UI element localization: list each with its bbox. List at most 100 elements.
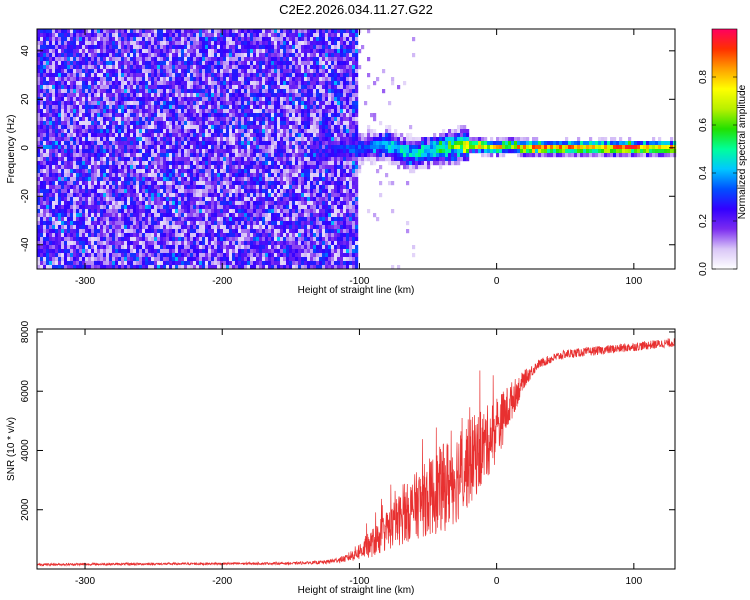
spectrogram-cell [181, 165, 185, 170]
spectrogram-cell [112, 225, 116, 230]
spectrogram-cell [136, 261, 140, 266]
spectrogram-cell [82, 249, 86, 254]
spectrogram-cell [112, 57, 116, 62]
spectrogram-cell [124, 241, 128, 246]
spectrogram-cell [166, 189, 170, 194]
spectrogram-cell [238, 145, 242, 150]
spectrogram-cell [268, 41, 272, 46]
spectrogram-cell [208, 121, 212, 126]
spectrogram-cell [97, 29, 101, 34]
spectrogram-cell [220, 193, 224, 198]
spectrogram-cell [55, 185, 59, 190]
spectrogram-cell [196, 33, 200, 38]
spectrogram-cell [178, 29, 182, 34]
spectrogram-cell [259, 81, 263, 86]
spectrogram-cell [67, 265, 71, 270]
spectrogram-cell [79, 193, 83, 198]
spectrogram-cell [223, 173, 227, 178]
spectrogram-cell [103, 145, 107, 150]
spectrogram-cell [181, 109, 185, 114]
spectrogram-cell [235, 237, 239, 242]
spectrogram-cell [172, 73, 176, 78]
spectrogram-cell [235, 37, 239, 42]
spectrogram-cell [283, 189, 287, 194]
spectrogram-cell [157, 261, 161, 266]
spectrogram-cell [91, 97, 95, 102]
spectrogram-cell [151, 213, 155, 218]
spectrogram-cell [262, 145, 266, 150]
spectrogram-cell [40, 197, 44, 202]
spectrogram-cell [217, 165, 221, 170]
spectrogram-cell [220, 169, 224, 174]
spectrogram-cell [106, 189, 110, 194]
spectrogram-cell [256, 181, 260, 186]
spectrogram-cell [199, 157, 203, 162]
spectrogram-cell [133, 93, 137, 98]
spectrogram-cell [130, 201, 134, 206]
spectrogram-cell [202, 173, 206, 178]
spectrogram-cell [118, 65, 122, 70]
spectrogram-cell [238, 93, 242, 98]
spectrogram-cell [268, 69, 272, 74]
spectrogram-cell [37, 261, 41, 266]
spectrogram-cell [283, 89, 287, 94]
spectrogram-cell [109, 133, 113, 138]
spectrogram-cell [175, 49, 179, 54]
spectrogram-cell [82, 217, 86, 222]
spectrogram-cell [70, 197, 74, 202]
spectrogram-cell [217, 129, 221, 134]
spectrogram-cell [202, 209, 206, 214]
spectrogram-cell [112, 201, 116, 206]
spectrogram-cell [142, 89, 146, 94]
spectrogram-cell [142, 97, 146, 102]
spectrogram-cell [133, 173, 137, 178]
spectrogram-cell [46, 41, 50, 46]
spectrogram-cell [187, 41, 191, 46]
spectrogram-cell [256, 89, 260, 94]
spectrogram-cell [280, 157, 284, 162]
spectrogram-cell [127, 241, 131, 246]
spectrogram-cell [178, 121, 182, 126]
spectrogram-cell [91, 221, 95, 226]
spectrogram-cell [229, 225, 233, 230]
spectrogram-cell [184, 125, 188, 130]
spectrogram-cell [85, 161, 89, 166]
spectrogram-cell [247, 169, 251, 174]
spectrogram-cell [40, 133, 44, 138]
spectrogram-cell [133, 209, 137, 214]
spectrogram-cell [274, 209, 278, 214]
spectrogram-cell [277, 221, 281, 226]
spectrogram-cell [283, 229, 287, 234]
spectrogram-cell [97, 241, 101, 246]
spectrogram-cell [253, 93, 257, 98]
spectrogram-cell [259, 69, 263, 74]
spectrogram-cell [61, 129, 65, 134]
spectrogram-cell [154, 105, 158, 110]
spectrogram-cell [148, 61, 152, 66]
spectrogram-cell [73, 113, 77, 118]
spectrogram-cell [217, 57, 221, 62]
spectrogram-cell [43, 221, 47, 226]
spectrogram-cell [88, 157, 92, 162]
spectrogram-cell [280, 105, 284, 110]
spectrogram-cell [262, 161, 266, 166]
spectrogram-cell [46, 257, 50, 262]
spectrogram-cell [76, 153, 80, 158]
spectrogram-cell [52, 205, 56, 210]
spectrogram-cell [151, 225, 155, 230]
spectrogram-cell [139, 73, 143, 78]
spectrogram-cell [118, 45, 122, 50]
spectrogram-cell [187, 229, 191, 234]
spectrogram-cell [271, 181, 275, 186]
spectrogram-cell [208, 165, 212, 170]
spectrogram-cell [199, 101, 203, 106]
spectrogram-cell [61, 153, 65, 158]
spectrogram-cell [208, 137, 212, 142]
spectrogram-cell [67, 217, 71, 222]
spectrogram-cell [226, 153, 230, 158]
spectrogram-cell [253, 221, 257, 226]
spectrogram-cell [244, 149, 248, 154]
spectrogram-cell [196, 77, 200, 82]
spectrogram-cell [220, 125, 224, 130]
spectrogram-cell [148, 77, 152, 82]
